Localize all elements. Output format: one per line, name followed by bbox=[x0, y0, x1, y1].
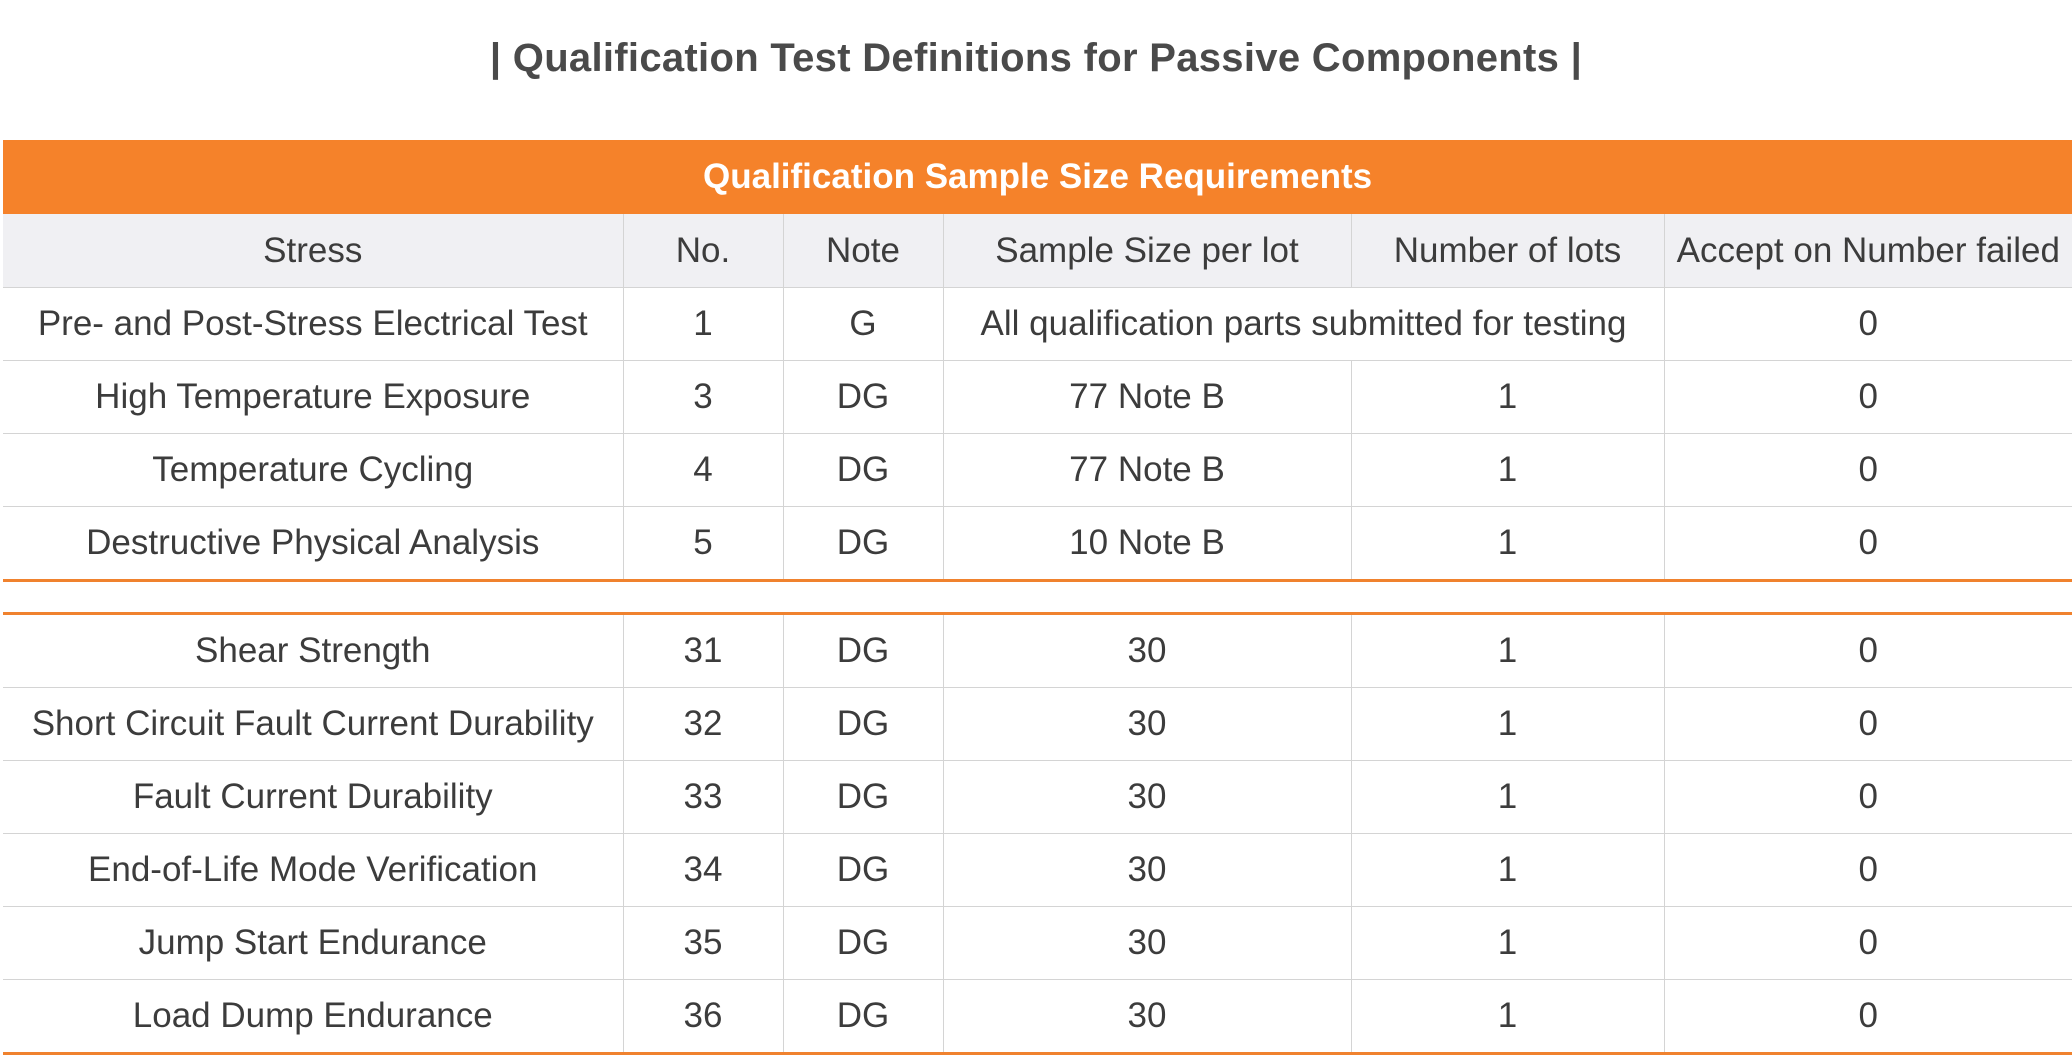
cell-sample-size: 30 bbox=[942, 979, 1352, 1055]
cell-accept: 0 bbox=[1663, 433, 2072, 507]
table-row: High Temperature Exposure 3 DG 77 Note B… bbox=[3, 360, 2072, 434]
table-row: Fault Current Durability 33 DG 30 1 0 bbox=[3, 760, 2072, 834]
cell-no: 5 bbox=[622, 506, 784, 582]
cell-sample-size: 30 bbox=[942, 687, 1352, 761]
cell-sample-size: 10 Note B bbox=[942, 506, 1352, 582]
cell-sample-size: 30 bbox=[942, 613, 1352, 688]
cell-note: DG bbox=[782, 906, 944, 980]
header-note: Note bbox=[782, 214, 944, 288]
table-row: Temperature Cycling 4 DG 77 Note B 1 0 bbox=[3, 433, 2072, 507]
cell-lots: 1 bbox=[1350, 613, 1665, 688]
table-row: Pre- and Post-Stress Electrical Test 1 G… bbox=[3, 287, 2072, 361]
cell-note: DG bbox=[782, 833, 944, 907]
cell-merged-sample-info: All qualification parts submitted for te… bbox=[942, 287, 1665, 361]
cell-note: DG bbox=[782, 506, 944, 582]
table-row: Short Circuit Fault Current Durability 3… bbox=[3, 687, 2072, 761]
header-sample-size: Sample Size per lot bbox=[942, 214, 1352, 288]
cell-stress: Jump Start Endurance bbox=[3, 906, 624, 980]
column-header-row: Stress No. Note Sample Size per lot Numb… bbox=[3, 214, 2072, 288]
cell-stress: Fault Current Durability bbox=[3, 760, 624, 834]
cell-stress: High Temperature Exposure bbox=[3, 360, 624, 434]
cell-accept: 0 bbox=[1663, 687, 2072, 761]
table-row: Jump Start Endurance 35 DG 30 1 0 bbox=[3, 906, 2072, 980]
cell-no: 3 bbox=[622, 360, 784, 434]
cell-stress: Pre- and Post-Stress Electrical Test bbox=[3, 287, 624, 361]
table-banner: Qualification Sample Size Requirements bbox=[3, 140, 2072, 214]
page-title: | Qualification Test Definitions for Pas… bbox=[489, 36, 1583, 80]
header-stress: Stress bbox=[3, 214, 624, 288]
cell-sample-size: 30 bbox=[942, 760, 1352, 834]
cell-lots: 1 bbox=[1350, 433, 1665, 507]
cell-sample-size: 30 bbox=[942, 906, 1352, 980]
cell-no: 34 bbox=[622, 833, 784, 907]
cell-note: DG bbox=[782, 979, 944, 1055]
cell-note: DG bbox=[782, 433, 944, 507]
cell-no: 35 bbox=[622, 906, 784, 980]
cell-accept: 0 bbox=[1663, 613, 2072, 688]
cell-accept: 0 bbox=[1663, 906, 2072, 980]
qualification-table: Qualification Sample Size Requirements S… bbox=[3, 140, 2072, 1055]
cell-stress: Load Dump Endurance bbox=[3, 979, 624, 1055]
cell-lots: 1 bbox=[1350, 760, 1665, 834]
cell-sample-size: 77 Note B bbox=[942, 360, 1352, 434]
cell-accept: 0 bbox=[1663, 506, 2072, 582]
table-row: Destructive Physical Analysis 5 DG 10 No… bbox=[3, 506, 2072, 582]
cell-note: G bbox=[782, 287, 944, 361]
cell-lots: 1 bbox=[1350, 360, 1665, 434]
cell-stress: Temperature Cycling bbox=[3, 433, 624, 507]
cell-note: DG bbox=[782, 687, 944, 761]
cell-stress: Short Circuit Fault Current Durability bbox=[3, 687, 624, 761]
header-no: No. bbox=[622, 214, 784, 288]
cell-no: 33 bbox=[622, 760, 784, 834]
cell-lots: 1 bbox=[1350, 506, 1665, 582]
cell-note: DG bbox=[782, 760, 944, 834]
cell-no: 1 bbox=[622, 287, 784, 361]
cell-lots: 1 bbox=[1350, 906, 1665, 980]
cell-sample-size: 30 bbox=[942, 833, 1352, 907]
cell-stress: Destructive Physical Analysis bbox=[3, 506, 624, 582]
header-lots: Number of lots bbox=[1350, 214, 1665, 288]
cell-accept: 0 bbox=[1663, 760, 2072, 834]
cell-sample-size: 77 Note B bbox=[942, 433, 1352, 507]
cell-lots: 1 bbox=[1350, 979, 1665, 1055]
cell-accept: 0 bbox=[1663, 287, 2072, 361]
section-divider bbox=[3, 580, 2072, 615]
cell-accept: 0 bbox=[1663, 833, 2072, 907]
table-row: Shear Strength 31 DG 30 1 0 bbox=[3, 613, 2072, 688]
cell-lots: 1 bbox=[1350, 833, 1665, 907]
table-banner-row: Qualification Sample Size Requirements bbox=[3, 140, 2072, 214]
cell-stress: Shear Strength bbox=[3, 613, 624, 688]
cell-no: 32 bbox=[622, 687, 784, 761]
table-row: End-of-Life Mode Verification 34 DG 30 1… bbox=[3, 833, 2072, 907]
cell-lots: 1 bbox=[1350, 687, 1665, 761]
table-row: Load Dump Endurance 36 DG 30 1 0 bbox=[3, 979, 2072, 1055]
header-accept: Accept on Number failed bbox=[1663, 214, 2072, 288]
cell-stress: End-of-Life Mode Verification bbox=[3, 833, 624, 907]
cell-accept: 0 bbox=[1663, 360, 2072, 434]
cell-note: DG bbox=[782, 613, 944, 688]
cell-note: DG bbox=[782, 360, 944, 434]
cell-accept: 0 bbox=[1663, 979, 2072, 1055]
cell-no: 4 bbox=[622, 433, 784, 507]
cell-no: 36 bbox=[622, 979, 784, 1055]
section-divider-cell bbox=[3, 580, 2072, 615]
qualification-table-container: Qualification Sample Size Requirements S… bbox=[3, 140, 2072, 1055]
cell-no: 31 bbox=[622, 613, 784, 688]
